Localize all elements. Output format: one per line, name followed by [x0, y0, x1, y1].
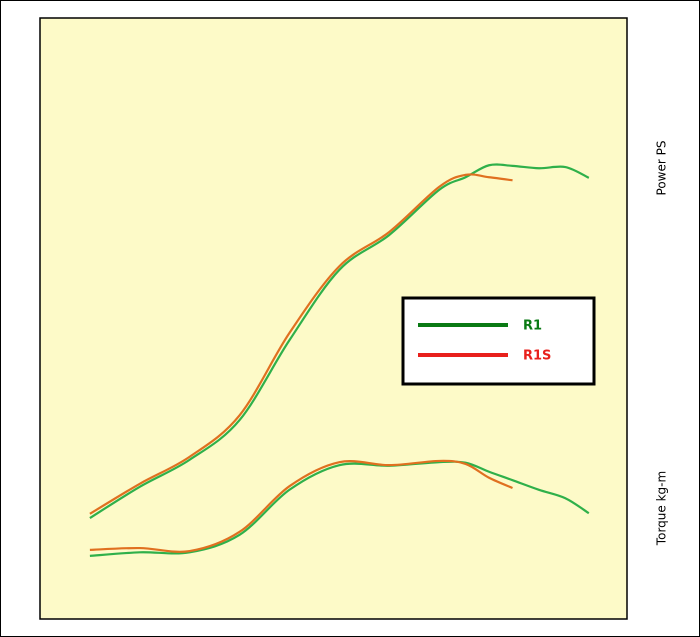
legend-label: R1 [523, 319, 542, 334]
legend: R1 R1S [418, 319, 551, 364]
curves [89, 163, 590, 557]
power-line [89, 163, 590, 519]
torque-line [89, 459, 513, 553]
power-line [89, 173, 513, 515]
legend-label: R1S [523, 349, 551, 364]
power-label: Power PS [655, 141, 669, 196]
legend-box [401, 296, 596, 386]
torque-label: Torque kg-m [655, 471, 669, 546]
